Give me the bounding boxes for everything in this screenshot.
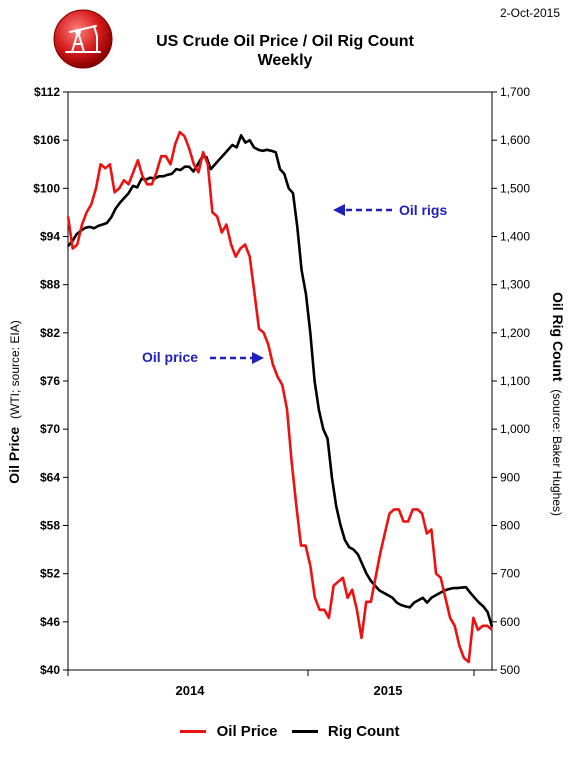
annotations-group: Oil rigs Oil price (142, 202, 447, 365)
y-right-tick-label: 600 (500, 615, 520, 629)
y-axis-right-label: Oil Rig Count (source: Baker Hughes) (550, 292, 566, 516)
x-tick-label: 2015 (374, 683, 403, 698)
annotation-arrowhead-oil-rigs (333, 204, 345, 216)
y-right-tick-label: 1,000 (500, 422, 530, 436)
y-left-tick-label: $112 (34, 85, 60, 99)
y-right-tick-label: 500 (500, 663, 520, 677)
legend-swatch-rig (291, 729, 318, 733)
y-right-tick-label: 1,600 (500, 133, 530, 147)
y-right-tick-label: 1,200 (500, 326, 530, 340)
chart-title: US Crude Oil Price / Oil Rig Count Weekl… (0, 32, 570, 70)
y-axis-right-title: Oil Rig Count (550, 292, 566, 382)
y-left-tick-label: $100 (33, 181, 60, 195)
chart-title-line-1: US Crude Oil Price / Oil Rig Count (156, 33, 414, 50)
axes-group: $40 $46 $52 $58 $64 $70 $76 $82 $88 $94 $100 $106 $1… (33, 85, 530, 698)
oil-derrick-logo (53, 9, 113, 69)
y-right-tick-label: 1,400 (500, 230, 530, 244)
date-label: 2-Oct-2015 (499, 6, 560, 20)
y-left-tick-label: $70 (40, 422, 60, 436)
series-line-oil-price (66, 130, 493, 664)
y-right-tick-label: 900 (500, 470, 520, 484)
y-right-tick-label: 1,500 (500, 181, 530, 195)
y-left-tick-label: $106 (33, 133, 60, 147)
y-right-tick-label: 1,700 (500, 85, 530, 99)
y-left-tick-label: $64 (40, 470, 60, 484)
y-right-tick-label: 1,300 (500, 278, 530, 292)
legend-swatch-oil (180, 729, 207, 733)
legend: Oil Price Rig Count (0, 722, 570, 740)
legend-label-oil: Oil Price (216, 722, 278, 740)
y-right-tick-label: 1,100 (500, 374, 530, 388)
y-axis-left-title: Oil Price (6, 427, 22, 484)
y-left-tick-label: $52 (40, 567, 60, 581)
annotation-oil-price: Oil price (142, 349, 198, 365)
y-axis-left-label: Oil Price (WTI; source: EIA) (6, 320, 22, 483)
y-axis-right-note: (source: Baker Hughes) (550, 389, 564, 516)
y-axis-left-note: (WTI; source: EIA) (8, 320, 22, 419)
annotation-arrowhead-oil-price (252, 352, 264, 364)
y-left-tick-label: $76 (40, 374, 60, 388)
y-left-tick-label: $94 (40, 230, 60, 244)
y-left-tick-label: $40 (40, 663, 60, 677)
y-left-tick-label: $58 (40, 519, 60, 533)
y-left-tick-label: $82 (40, 326, 60, 340)
series-line-rig-count (67, 134, 494, 627)
x-tick-label: 2014 (176, 683, 206, 698)
y-right-tick-label: 700 (500, 567, 520, 581)
y-left-tick-label: $88 (40, 278, 60, 292)
annotation-oil-rigs: Oil rigs (399, 202, 447, 218)
series-group (66, 130, 494, 664)
legend-label-rig: Rig Count (327, 722, 400, 740)
y-left-tick-label: $46 (40, 615, 60, 629)
y-right-tick-label: 800 (500, 519, 520, 533)
chart-title-line-2: Weekly (257, 52, 313, 69)
